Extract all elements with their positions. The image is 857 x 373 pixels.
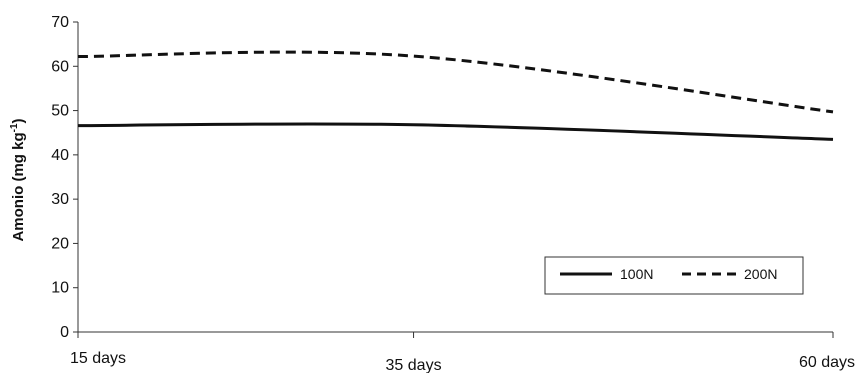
legend-label-100N: 100N — [620, 266, 653, 282]
y-tick-label: 0 — [60, 324, 69, 341]
legend-label-200N: 200N — [744, 266, 777, 282]
y-tick-label: 40 — [51, 147, 69, 164]
y-tick-label: 50 — [51, 103, 69, 120]
x-axis: 15 days 35 days 60 days — [70, 331, 855, 373]
y-axis-title-main: Amonio (mg kg — [10, 132, 27, 241]
y-axis-title: Amonio (mg kg-1) — [9, 118, 27, 241]
x-tick-label: 15 days — [70, 350, 126, 367]
y-tick-label: 10 — [51, 280, 69, 297]
y-axis: 0 10 20 30 40 50 60 70 — [51, 14, 79, 341]
legend: 100N 200N — [544, 256, 804, 295]
y-tick-label: 70 — [51, 14, 69, 31]
x-tick-label: 60 days — [799, 354, 855, 371]
x-tick-label: 35 days — [386, 357, 442, 373]
y-axis-title-close: ) — [10, 118, 27, 123]
y-tick-label: 60 — [51, 58, 69, 75]
y-tick-label: 20 — [51, 235, 69, 252]
series-layer — [77, 50, 834, 141]
y-tick-label: 30 — [51, 191, 69, 208]
y-axis-title-superscript: -1 — [9, 123, 20, 132]
series-line-200N — [77, 50, 834, 114]
series-line-100N — [77, 122, 834, 141]
